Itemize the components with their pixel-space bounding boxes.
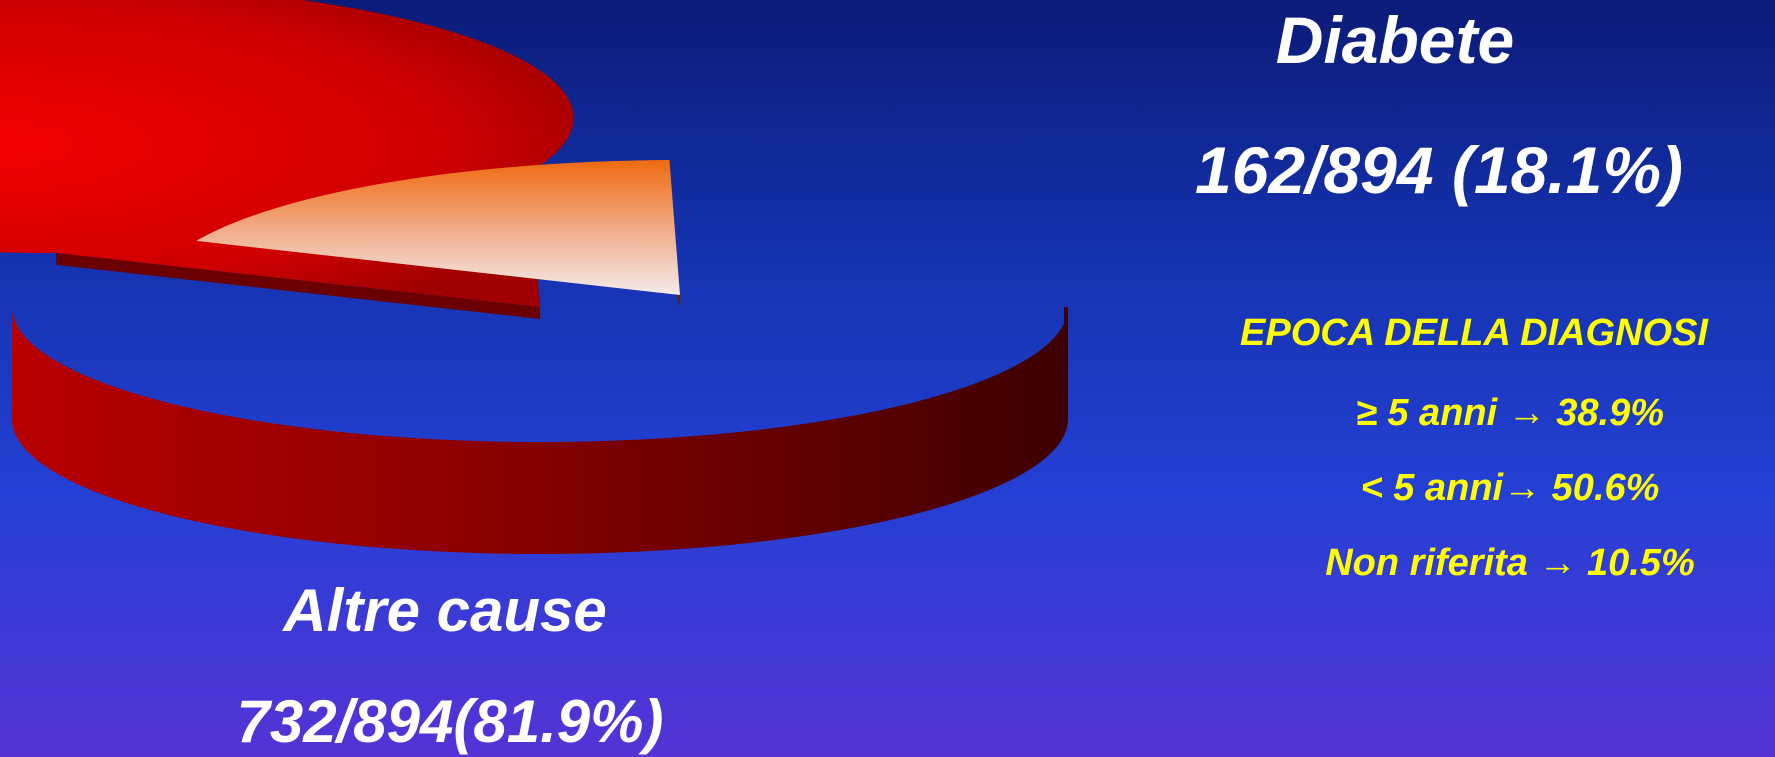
slice-side-altre-cause: [12, 307, 1068, 554]
altre-cause-slice-label: Altre cause: [283, 577, 607, 644]
slice-top-diabete: [196, 160, 680, 295]
diabete-slice-value: 162/894 (18.1%): [1195, 133, 1684, 207]
epoca-item-under-5: < 5 anni→ 50.6%: [1360, 467, 1660, 509]
epoca-item-non-riferita: Non riferita → 10.5%: [1325, 542, 1695, 584]
diabete-slice-label: Diabete: [1275, 3, 1515, 77]
slice-cut-face-altre-cause: [56, 252, 540, 319]
epoca-item-over-5: ≥ 5 anni → 38.9%: [1355, 392, 1665, 434]
altre-cause-slice-value: 732/894(81.9%): [236, 688, 664, 755]
slice-edge-altre-cause: [1064, 307, 1068, 419]
epoca-diagnosi-title: EPOCA DELLA DIAGNOSI: [1240, 312, 1708, 354]
